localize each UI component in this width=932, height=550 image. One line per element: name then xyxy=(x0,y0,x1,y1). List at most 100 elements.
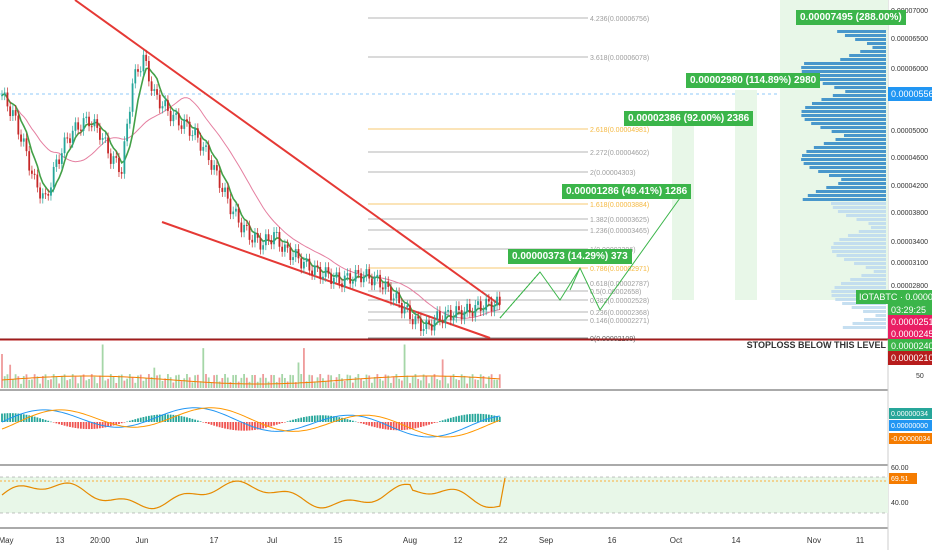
candle-body xyxy=(215,165,218,171)
volume-bar xyxy=(286,381,289,388)
macd-histogram-bar xyxy=(63,422,66,426)
macd-histogram-bar xyxy=(468,414,471,422)
price-tag: 0.00002458 xyxy=(888,327,932,341)
fib-label: 0.382(0.00002528) xyxy=(590,298,649,305)
candle-body xyxy=(123,141,126,174)
volume-bar xyxy=(104,380,107,388)
volume-bar xyxy=(232,375,235,388)
candle-body xyxy=(384,281,387,290)
candle-body xyxy=(232,211,235,215)
candle-body xyxy=(164,100,167,107)
candle-body xyxy=(278,231,281,247)
candle-body xyxy=(99,127,101,140)
fib-label: 0.5(0.00002658) xyxy=(590,289,641,296)
volume-bar xyxy=(71,374,74,388)
volume-bar xyxy=(371,382,373,388)
macd-histogram-bar xyxy=(262,422,265,429)
volume-bar xyxy=(387,375,390,388)
candle-body xyxy=(224,187,226,192)
volume-profile-bar xyxy=(849,54,886,57)
volume-bar xyxy=(346,374,349,388)
macd-histogram-bar xyxy=(90,422,93,430)
macd-histogram-bar xyxy=(395,422,398,431)
volume-profile-bar xyxy=(834,286,886,289)
volume-bar xyxy=(425,375,428,388)
volume-profile-bar xyxy=(870,226,886,229)
volume-bar xyxy=(199,381,202,388)
volume-bar xyxy=(3,376,6,388)
volume-bar xyxy=(474,379,477,388)
macd-histogram-bar xyxy=(259,422,262,429)
candle-body xyxy=(93,119,96,127)
macd-histogram-bar xyxy=(199,421,202,422)
macd-histogram-bar xyxy=(384,422,387,430)
volume-profile-bar xyxy=(844,34,886,37)
macd-histogram-bar xyxy=(85,422,88,430)
fib-label: 0.146(0.00002271) xyxy=(590,318,649,325)
macd-histogram-bar xyxy=(215,422,218,427)
volume-bar xyxy=(305,381,308,388)
macd-histogram-bar xyxy=(126,421,129,423)
volume-profile-bar xyxy=(837,210,886,213)
candle-body xyxy=(207,145,210,161)
volume-profile-bar xyxy=(834,86,886,89)
volume-bar xyxy=(360,378,362,388)
macd-histogram-bar xyxy=(243,422,245,431)
volume-bar xyxy=(153,367,156,388)
macd-histogram-bar xyxy=(66,422,69,427)
macd-histogram-bar xyxy=(256,422,259,430)
candle-body xyxy=(485,298,488,311)
volume-profile-bar xyxy=(802,154,886,157)
x-tick-label: 16 xyxy=(608,536,617,545)
macd-histogram-bar xyxy=(305,416,308,422)
volume-bar xyxy=(131,376,134,388)
candle-body xyxy=(107,137,109,154)
fib-label: 1.236(0.00003465) xyxy=(590,228,649,235)
macd-histogram-bar xyxy=(283,422,286,423)
macd-histogram-bar xyxy=(264,422,267,428)
candle-body xyxy=(428,320,430,325)
volume-profile-bar xyxy=(864,318,886,321)
volume-bar xyxy=(368,375,371,388)
macd-histogram-bar xyxy=(477,413,479,422)
candle-body xyxy=(248,225,251,240)
candle-body xyxy=(25,138,28,152)
macd-histogram-bar xyxy=(120,422,123,424)
candle-body xyxy=(245,224,248,226)
price-tag: 03:29:25 xyxy=(888,303,932,317)
volume-bar xyxy=(498,374,501,388)
y-tick-label: 0.00007000 xyxy=(891,8,928,15)
macd-histogram-bar xyxy=(294,418,297,422)
volume-bar xyxy=(351,382,354,388)
candle-body xyxy=(3,92,6,96)
macd-axis-label: -0.00000034 xyxy=(891,436,930,443)
volume-bar xyxy=(245,377,248,388)
volume-bar xyxy=(273,375,275,388)
candle-body xyxy=(199,137,202,151)
volume-bar xyxy=(466,383,469,388)
candle-body xyxy=(498,296,501,305)
macd-histogram-bar xyxy=(270,422,273,427)
macd-histogram-bar xyxy=(425,422,428,426)
macd-histogram-bar xyxy=(115,422,118,425)
volume-bar xyxy=(392,376,395,388)
candle-body xyxy=(128,111,131,124)
candle-body xyxy=(283,244,286,252)
candle-body xyxy=(441,320,444,324)
volume-profile-bar xyxy=(801,158,886,161)
x-tick-label: Aug xyxy=(403,536,417,545)
volume-bar xyxy=(229,381,232,388)
macd-histogram-bar xyxy=(303,417,305,422)
volume-bar xyxy=(275,381,278,388)
volume-bar xyxy=(88,378,90,388)
macd-histogram-bar xyxy=(167,414,169,422)
macd-histogram-bar xyxy=(156,414,158,422)
descending-trendline xyxy=(74,0,501,306)
volume-bar xyxy=(213,375,216,388)
macd-histogram-bar xyxy=(449,417,452,422)
volume-bar xyxy=(270,374,273,388)
macd-histogram-bar xyxy=(430,422,433,424)
macd-histogram-bar xyxy=(221,422,224,428)
volume-bar xyxy=(300,374,303,388)
